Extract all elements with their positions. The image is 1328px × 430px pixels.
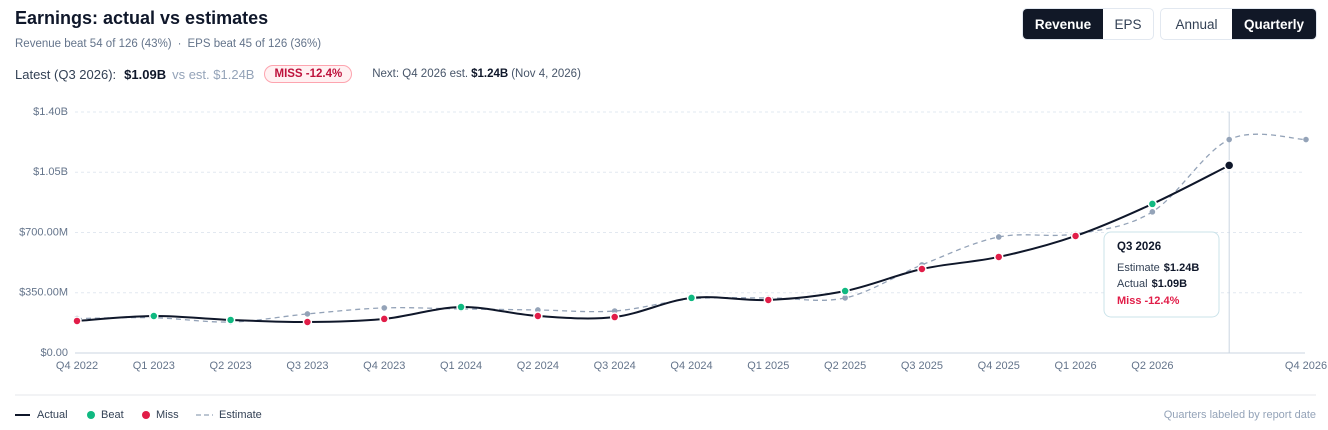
x-tick-label: Q4 2026 xyxy=(1285,360,1327,372)
tooltip-title: Q3 2026 xyxy=(1117,241,1161,253)
actual-point xyxy=(994,252,1004,262)
eps-beat: EPS beat 45 of 126 (36%) xyxy=(187,38,322,50)
estimate-point xyxy=(842,295,848,301)
legend-label: Miss xyxy=(156,409,179,421)
subtitle: Revenue beat 54 of 126 (43%) · EPS beat 45… xyxy=(15,38,322,50)
actual-point xyxy=(686,293,697,303)
actual-point xyxy=(1223,160,1235,171)
tooltip-value: $1.09B xyxy=(1152,278,1188,290)
tooltip-label: Actual xyxy=(1117,278,1148,290)
y-tick-label: $350.00M xyxy=(19,287,68,299)
next-date: (Nov 4, 2026) xyxy=(511,68,581,80)
actual-line xyxy=(76,164,1230,324)
x-tick-label: Q4 2023 xyxy=(363,360,405,372)
x-tick-label: Q3 2025 xyxy=(901,360,943,372)
estimate-point xyxy=(381,305,388,311)
latest-actual: $1.09B xyxy=(124,66,167,82)
legend-beat-swatch xyxy=(87,411,95,419)
y-tick-label: $0.00 xyxy=(40,347,68,359)
quarterly-button[interactable]: Quarterly xyxy=(1232,9,1316,39)
actual-point xyxy=(609,312,620,322)
estimate-point xyxy=(995,234,1002,240)
tooltip-value: $1.24B xyxy=(1164,262,1200,274)
y-tick-label: $1.40B xyxy=(33,106,68,118)
tooltip-row: Estimate $1.24B xyxy=(1117,262,1199,274)
actual-point xyxy=(533,311,543,321)
actual-point xyxy=(1070,231,1081,241)
actual-point xyxy=(302,317,313,327)
tooltip: Q3 2026 Estimate $1.24B Actual $1.09B Miss -1… xyxy=(1103,231,1220,318)
estimate-point xyxy=(535,307,541,313)
estimate-point xyxy=(1226,136,1232,143)
x-tick-label: Q2 2025 xyxy=(824,360,866,372)
eps-button[interactable]: EPS xyxy=(1114,16,1142,32)
actual-point xyxy=(225,315,236,325)
next-estimate: Next: Q4 2026 est. $1.24B (Nov 4, 2026) xyxy=(372,68,581,80)
tooltip-box xyxy=(1103,231,1220,318)
tooltip-row: Actual $1.09B xyxy=(1117,278,1187,290)
next-label: Next: Q4 2026 est. xyxy=(372,68,469,80)
x-tick-label: Q4 2022 xyxy=(56,360,98,372)
actual-point xyxy=(840,286,850,296)
actual-point xyxy=(917,264,927,274)
chart-title: Earnings: actual vs estimates xyxy=(15,8,269,28)
legend-label: Beat xyxy=(101,409,124,421)
x-tick-label: Q3 2024 xyxy=(594,360,636,372)
x-tick-label: Q1 2023 xyxy=(133,360,175,372)
legend-miss-swatch xyxy=(142,411,150,419)
actual-point xyxy=(149,311,159,321)
estimate-point xyxy=(304,311,311,317)
x-tick-label: Q1 2024 xyxy=(440,360,482,372)
x-tick-label: Q2 2026 xyxy=(1131,360,1173,372)
legend-label: Actual xyxy=(37,409,68,421)
actual-point xyxy=(763,295,774,305)
metric-toggle: Revenue EPS xyxy=(1022,8,1154,40)
period-toggle: Annual Quarterly xyxy=(1160,8,1317,40)
tooltip-status: Miss -12.4% xyxy=(1117,295,1180,307)
x-tick-label: Q4 2024 xyxy=(670,360,712,372)
annual-button[interactable]: Annual xyxy=(1175,16,1218,32)
x-tick-label: Q1 2026 xyxy=(1054,360,1096,372)
revenue-button[interactable]: Revenue xyxy=(1023,9,1103,39)
x-tick-label: Q1 2025 xyxy=(747,360,789,372)
estimate-point xyxy=(611,308,618,314)
estimate-point xyxy=(1149,209,1156,215)
y-tick-label: $700.00M xyxy=(19,226,68,238)
footer-note: Quarters labeled by report date xyxy=(1164,409,1316,421)
x-tick-label: Q4 2025 xyxy=(978,360,1020,372)
revenue-beat: Revenue beat 54 of 126 (43%) xyxy=(15,38,172,50)
y-tick-label: $1.05B xyxy=(33,166,68,178)
tooltip-label: Estimate xyxy=(1117,262,1160,274)
x-tick-label: Q3 2023 xyxy=(286,360,328,372)
x-tick-label: Q2 2023 xyxy=(210,360,252,372)
actual-point xyxy=(456,302,466,312)
actual-point xyxy=(1147,199,1158,209)
x-tick-label: Q2 2024 xyxy=(517,360,559,372)
actual-point xyxy=(72,316,82,326)
latest-label: Latest (Q3 2026): xyxy=(15,66,117,82)
next-value: $1.24B xyxy=(471,68,509,80)
latest-estimate: vs est. $1.24B xyxy=(172,66,255,82)
legend-label: Estimate xyxy=(219,409,262,421)
estimate-point xyxy=(1303,136,1309,143)
miss-badge: MISS -12.4% xyxy=(264,65,353,83)
actual-point xyxy=(379,314,389,324)
latest-summary: Latest (Q3 2026): $1.09B vs est. $1.24B … xyxy=(15,65,581,83)
